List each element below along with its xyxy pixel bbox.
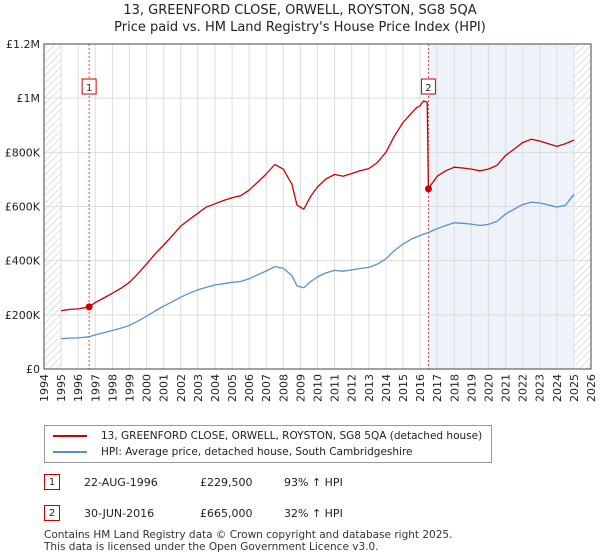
y-tick-label: £400K [5,255,41,268]
x-tick-label: 2020 [482,374,495,402]
y-tick-label: £1M [17,92,41,105]
x-tick-label: 2022 [517,374,530,402]
plot-frame [43,43,592,370]
chart-subtitle: Price paid vs. HM Land Registry's House … [114,20,486,35]
sale-date: 22-AUG-1996 [84,475,158,489]
x-tick-label: 2005 [226,374,239,402]
x-tick-label: 2000 [141,374,154,402]
x-tick-label: 2009 [294,374,307,402]
sale-date: 30-JUN-2016 [84,506,155,520]
x-tick-label: 1994 [38,374,51,402]
x-tick-label: 2002 [175,374,188,402]
y-tick-label: £200K [5,309,41,322]
legend-swatch-blue [53,451,87,453]
sale-hpi-change: 32% ↑ HPI [284,506,343,520]
x-tick-label: 2015 [397,374,410,402]
x-tick-label: 2013 [363,374,376,402]
chart-legend: 13, GREENFORD CLOSE, ORWELL, ROYSTON, SG… [44,425,492,463]
sale-point [424,185,432,193]
legend-swatch-red [53,435,87,437]
chart-title: 13, GREENFORD CLOSE, ORWELL, ROYSTON, SG… [123,3,477,18]
footer-line-1: Contains HM Land Registry data © Crown c… [44,529,453,541]
x-tick-label: 2004 [209,374,222,402]
x-tick-label: 2007 [260,374,273,402]
x-tick-label: 2023 [534,374,547,402]
sale-hpi-change: 93% ↑ HPI [284,475,343,489]
price-chart: £0 £200K £400K £600K £800K £1M £1.2M 1994 1995 19… [5,38,598,402]
hpi-line [61,193,575,340]
y-tick-label: £800K [5,146,41,159]
legend-label-hpi: HPI: Average price, detached house, Sout… [101,446,413,458]
x-tick-label: 2016 [414,374,427,402]
x-tick-label: 1999 [123,374,136,402]
sale-marker-box [420,78,436,95]
legend-item-hpi: HPI: Average price, detached house, Sout… [53,444,413,460]
footer-attribution: Contains HM Land Registry data © Crown c… [44,529,452,553]
property-price-line [60,100,575,312]
x-tick-label: 1995 [55,374,68,402]
x-tick-label: 2019 [465,374,478,402]
legend-label-property: 13, GREENFORD CLOSE, ORWELL, ROYSTON, SG… [101,430,483,442]
sale-number-badge: 1 [44,474,60,490]
x-tick-label: 2018 [448,374,461,402]
x-tick-label: 1997 [89,374,102,402]
x-tick-label: 1996 [72,374,85,402]
legend-item-property: 13, GREENFORD CLOSE, ORWELL, ROYSTON, SG… [53,428,482,444]
sale-marker-label: 1 [86,83,92,94]
footer-line-2: This data is licensed under the Open Gov… [44,541,379,553]
y-tick-label: £600K [5,201,41,214]
x-tick-label: 2003 [192,374,205,402]
sale-marker-label: 2 [425,83,431,94]
x-tick-label: 2014 [380,374,393,402]
x-tick-label: 2026 [585,374,598,402]
x-tick-label: 2001 [158,374,171,402]
y-tick-label: £0 [26,363,40,376]
x-tick-label: 2017 [431,374,444,402]
sale-price: £229,500 [200,475,253,489]
x-tick-label: 2025 [568,374,581,402]
x-tick-label: 2010 [312,374,325,402]
x-tick-label: 2012 [346,374,359,402]
sale-number-badge: 2 [44,505,60,521]
x-tick-label: 1998 [106,374,119,402]
x-tick-label: 2021 [500,374,513,402]
sale-row-1: 1 22-AUG-1996 £229,500 93% ↑ HPI [44,473,343,491]
sale-point [85,303,93,311]
x-tick-label: 2011 [329,374,342,402]
sale-marker-box [81,78,97,95]
x-tick-label: 2006 [243,374,256,402]
x-tick-label: 2008 [277,374,290,402]
sale-price: £665,000 [200,506,253,520]
sale-row-2: 2 30-JUN-2016 £665,000 32% ↑ HPI [44,504,343,522]
x-tick-label: 2024 [551,374,564,402]
y-tick-label: £1.2M [6,38,40,51]
